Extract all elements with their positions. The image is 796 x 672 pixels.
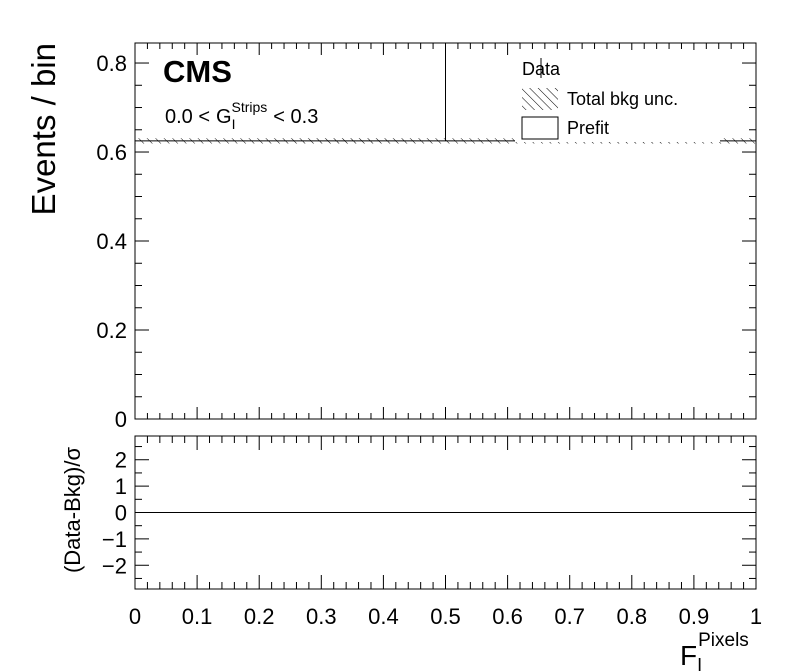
frame xyxy=(134,435,757,590)
region-sub: I xyxy=(232,116,236,132)
main-panel: 0 0.2 0.4 0.6 0.8 Data Total bkg unc. Prefit CMS… xyxy=(25,42,757,432)
x-tick-label: 0.8 xyxy=(617,604,648,629)
x-tick-label: 0.4 xyxy=(368,604,399,629)
legend-label: Data xyxy=(522,59,561,79)
y-tick-label: 0.2 xyxy=(96,318,127,343)
y-tick-label: −2 xyxy=(102,553,127,578)
x-tick-label: 1 xyxy=(750,604,762,629)
y-tick-label: 0.6 xyxy=(96,140,127,165)
y-tick-label: 0.4 xyxy=(96,229,127,254)
frame xyxy=(134,42,757,420)
x-tick-label: 0.6 xyxy=(492,604,523,629)
x-tick-label: 0.3 xyxy=(306,604,337,629)
legend-unc-swatch xyxy=(522,88,558,110)
x-label-var: F xyxy=(680,640,697,671)
legend-label: Prefit xyxy=(567,118,609,138)
region-var: G xyxy=(216,106,232,128)
region-low: 0.0 < xyxy=(165,106,210,128)
x-axis-label: FI Pixels xyxy=(680,630,749,672)
x-label-sup: Pixels xyxy=(698,630,749,651)
y-tick-label: 0.8 xyxy=(96,51,127,76)
y-tick-label: 0 xyxy=(115,407,127,432)
legend-prefit-swatch xyxy=(521,116,559,140)
x-tick-label: 0.9 xyxy=(679,604,710,629)
x-label-sub: I xyxy=(697,655,702,672)
y-tick-label: 0 xyxy=(115,501,127,526)
x-tick-label: 0.1 xyxy=(182,604,213,629)
y-axis-label: (Data-Bkg)/σ xyxy=(60,447,85,573)
y-tick-label: −1 xyxy=(102,527,127,552)
x-tick-label: 0.5 xyxy=(430,604,461,629)
region-label: 0.0 < GIStrips < 0.3 xyxy=(165,99,318,132)
y-tick-label: 2 xyxy=(115,448,127,473)
x-tick-label: 0 xyxy=(129,604,141,629)
region-high: < 0.3 xyxy=(273,106,318,128)
x-tick-label: 0.2 xyxy=(244,604,275,629)
x-tick-label: 0.7 xyxy=(554,604,585,629)
region-sup: Strips xyxy=(232,99,268,115)
y-tick-label: 1 xyxy=(115,474,127,499)
cms-label: CMS xyxy=(163,54,232,89)
legend-label: Total bkg unc. xyxy=(567,89,678,109)
y-axis-label: Events / bin xyxy=(25,43,62,215)
